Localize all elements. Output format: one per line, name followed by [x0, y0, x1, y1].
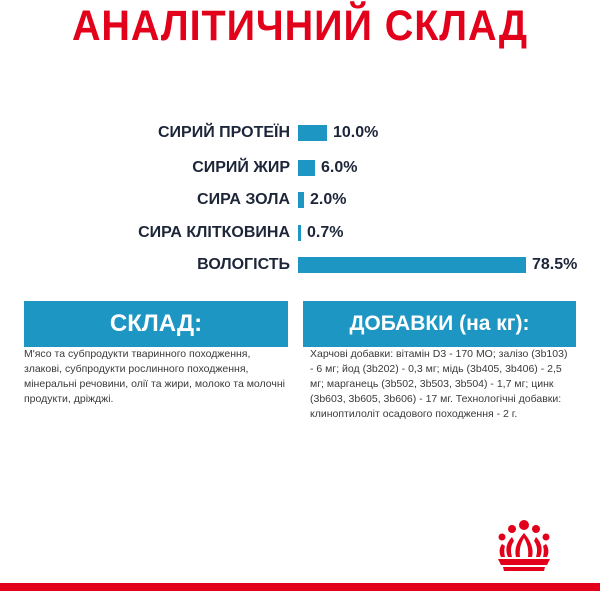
- analysis-label: СИРА КЛІТКОВИНА: [138, 224, 290, 241]
- analysis-bar: [298, 125, 327, 141]
- analysis-value: 0.7%: [307, 224, 344, 241]
- analysis-bar: [298, 160, 315, 176]
- analysis-value: 6.0%: [321, 159, 358, 176]
- additives-text: Харчові добавки: вітамін D3 - 170 МО; за…: [310, 348, 568, 420]
- analysis-label: СИРИЙ ПРОТЕЇН: [158, 124, 290, 141]
- analysis-value: 2.0%: [310, 191, 347, 208]
- bottom-accent-stripe: [0, 583, 600, 591]
- analysis-bar: [298, 192, 304, 208]
- composition-text: М'ясо та субпродукти тваринного походжен…: [24, 348, 285, 405]
- analysis-value: 78.5%: [532, 256, 578, 273]
- analysis-row-moisture: ВОЛОГІСТЬ 78.5%: [0, 253, 600, 277]
- crown-logo-icon: [498, 520, 550, 571]
- analysis-row-fat: СИРИЙ ЖИР 6.0%: [0, 156, 600, 180]
- analysis-row-protein: СИРИЙ ПРОТЕЇН 10.0%: [0, 121, 600, 145]
- analysis-value: 10.0%: [333, 124, 379, 141]
- analysis-label: СИРИЙ ЖИР: [192, 159, 290, 176]
- analysis-label: ВОЛОГІСТЬ: [197, 256, 290, 273]
- composition-header: СКЛАД:: [24, 301, 288, 347]
- additives-header: ДОБАВКИ (на кг):: [303, 301, 576, 347]
- analysis-bar: [298, 225, 301, 241]
- analysis-bar: [298, 257, 526, 273]
- page-title: АНАЛІТИЧНИЙ СКЛАД: [71, 2, 529, 50]
- analysis-label: СИРА ЗОЛА: [197, 191, 290, 208]
- analysis-row-fiber: СИРА КЛІТКОВИНА 0.7%: [0, 221, 600, 245]
- analysis-row-ash: СИРА ЗОЛА 2.0%: [0, 188, 600, 212]
